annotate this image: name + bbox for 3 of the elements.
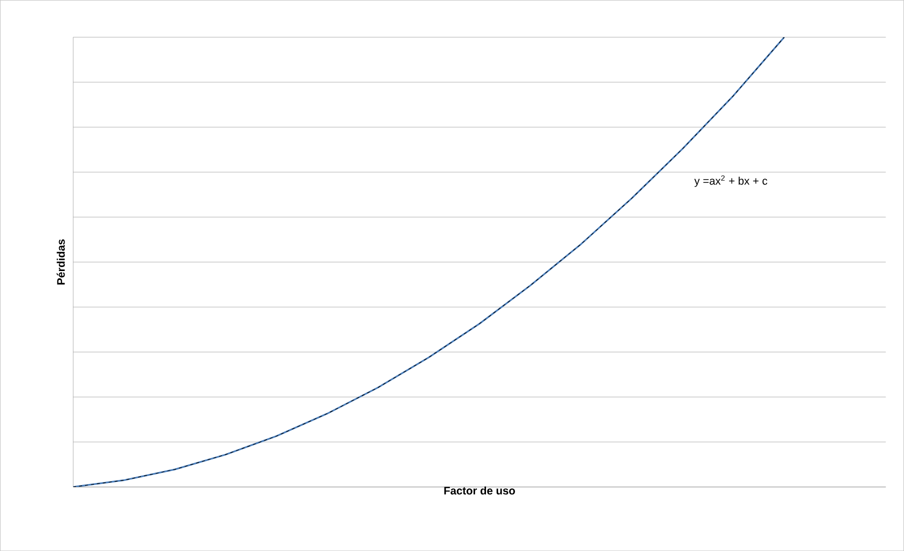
y-axis-title: Pérdidas bbox=[56, 239, 65, 284]
annotation: y =ax$^{2}$ + bx + c bbox=[694, 175, 768, 187]
x-axis-title: Factor de uso bbox=[444, 486, 515, 494]
